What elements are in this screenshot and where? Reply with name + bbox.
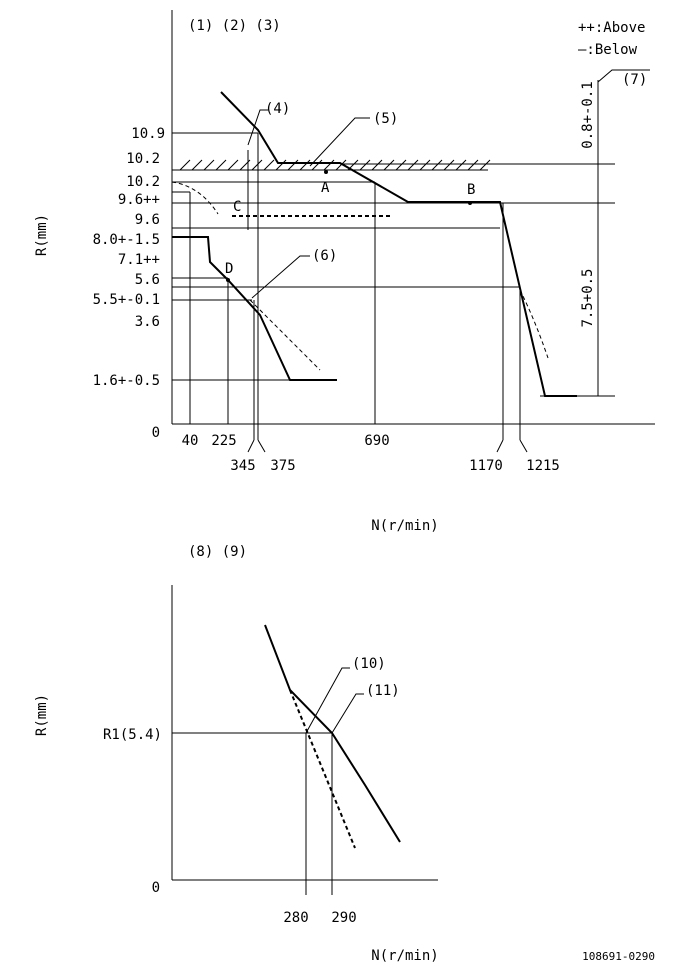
y-label: 10.2 [126,151,160,167]
leader [496,439,504,453]
point-label: C [233,199,241,215]
point-label: D [225,261,233,277]
x-label: 225 [211,433,236,449]
leader [309,117,370,167]
y-axis-label: R(mm) [34,214,50,256]
leader [247,439,255,453]
leader [247,109,268,146]
point-label: B [467,182,475,198]
curve [220,91,577,397]
point-marker [324,170,328,174]
heading: (1) (2) (3) [188,18,281,34]
callout: (5) [373,111,398,127]
leader [305,667,350,734]
leader [251,255,310,299]
y-label: 9.6++ [118,192,160,208]
leader [519,439,528,453]
y-label: 9.6 [135,212,160,228]
point-label: A [321,180,330,196]
y-label: 8.0+-1.5 [93,232,160,248]
dashed-curve [171,181,219,215]
x-axis-label: N(r/min) [371,948,438,964]
y-label: 0 [152,425,160,441]
x-label: 345 [230,458,255,474]
y-label: 5.5+-0.1 [93,292,160,308]
dimension-label: 0.8+-0.1 [580,81,596,148]
x-label: 1215 [526,458,560,474]
dashed-curve [289,689,356,849]
bottom-diagram: (8) (9) R(mm) N(r/min) (10) (11) R1(5.4)… [34,544,655,964]
hatch [179,159,491,171]
point-marker [468,201,472,205]
y-axis-label: R(mm) [34,694,50,736]
callout: (10) [352,656,386,672]
heading: (8) (9) [188,544,247,560]
origin-label: 0 [152,880,160,896]
y-label: 10.9 [131,126,165,142]
callout: (4) [265,101,290,117]
legend-above: ++:Above [578,20,645,36]
callout: (6) [312,248,337,264]
x-label: 375 [270,458,295,474]
y-label: 7.1++ [118,252,160,268]
r1-label: R1(5.4) [103,727,162,743]
dimension-label: 7.5+0.5 [580,268,596,327]
y-label: 3.6 [135,314,160,330]
x-label: 40 [182,433,199,449]
x-label: 290 [331,910,356,926]
callout: (11) [366,683,400,699]
top-diagram: (1) (2) (3) ++:Above —:Below R(mm) N(r/m… [34,10,655,534]
legend-below: —:Below [578,42,638,58]
leader [331,693,364,734]
x-label: 280 [283,910,308,926]
x-axis-label: N(r/min) [371,518,438,534]
dashed-curve [519,289,549,359]
x-label: 690 [364,433,389,449]
leader [597,69,650,83]
drawing-code: 108691-0290 [582,950,655,963]
leader [257,439,266,453]
dashed-curve [249,299,321,371]
y-label: 1.6+-0.5 [93,373,160,389]
point-marker [226,278,230,282]
callout: (7) [622,72,647,88]
y-label: 5.6 [135,272,160,288]
x-label: 1170 [469,458,503,474]
y-label: 10.2 [126,174,160,190]
